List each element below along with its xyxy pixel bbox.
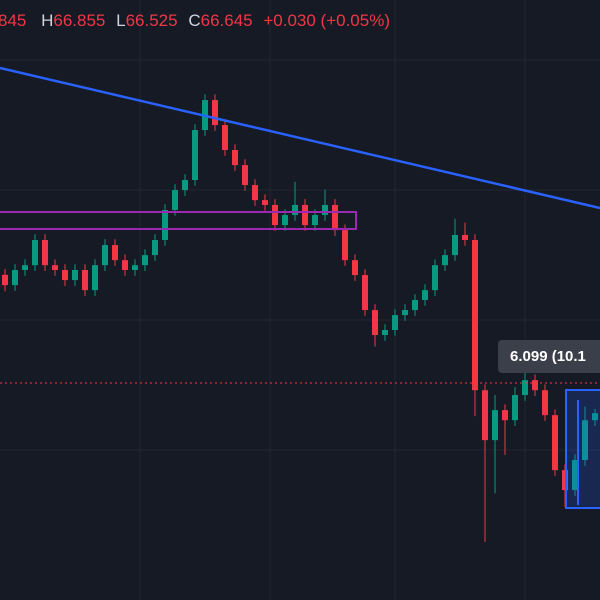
candle-body <box>462 234 468 240</box>
candle-body <box>472 240 478 391</box>
candle-body <box>442 255 448 266</box>
close-label: C <box>188 11 200 30</box>
candle-body <box>212 100 218 126</box>
candle-body <box>92 265 98 291</box>
candle-body <box>482 390 488 441</box>
measure-label: 6.099 (10.1 <box>510 348 586 365</box>
close-value: 66.645 <box>201 11 253 30</box>
candle-body <box>242 165 248 186</box>
measure-label-box <box>498 340 600 373</box>
candle-body <box>62 270 68 281</box>
low-label: L <box>116 11 125 30</box>
candle-body <box>102 245 108 266</box>
candle-body <box>172 190 178 210</box>
candle-body <box>112 245 118 261</box>
candle-body <box>222 125 228 150</box>
candle-body <box>422 290 428 300</box>
candle-body <box>512 395 518 421</box>
candle-body <box>372 310 378 336</box>
candle-body <box>362 275 368 311</box>
candle-body <box>12 270 18 286</box>
candle-body <box>142 255 148 266</box>
candle-body <box>522 380 528 396</box>
candle-body <box>232 150 238 166</box>
high-value: 66.855 <box>53 11 105 30</box>
candle-body <box>402 310 408 316</box>
change-value: +0.030 (+0.05%) <box>263 11 390 30</box>
candle-body <box>532 380 538 391</box>
candle-body <box>72 270 78 281</box>
candle-body <box>352 260 358 276</box>
candle-body <box>22 265 28 270</box>
open-value: 845 <box>0 11 26 30</box>
candle-body <box>292 204 298 216</box>
candle-body <box>162 210 168 240</box>
candle-body <box>592 413 598 421</box>
candle-body <box>262 200 268 205</box>
candle-body <box>332 204 338 231</box>
candle-body <box>492 410 498 441</box>
candle-body <box>182 180 188 191</box>
candle-body <box>132 265 138 270</box>
candle-body <box>192 130 198 180</box>
candle-body <box>282 215 288 226</box>
candle-body <box>502 410 508 421</box>
candle-body <box>542 390 548 416</box>
candle-body <box>32 240 38 266</box>
candle-body <box>302 204 308 226</box>
high-label: H <box>41 11 53 30</box>
candle-body <box>412 300 418 311</box>
candle-body <box>452 234 458 256</box>
candle-body <box>122 260 128 270</box>
candle-body <box>312 215 318 226</box>
candle-body <box>152 240 158 256</box>
candle-body <box>322 204 328 216</box>
candle-body <box>272 204 278 226</box>
candle-body <box>82 270 88 291</box>
candle-body <box>342 230 348 261</box>
candle-body <box>2 274 8 286</box>
low-value: 66.525 <box>126 11 178 30</box>
candle-body <box>252 185 258 201</box>
candle-body <box>432 265 438 291</box>
candle-body <box>382 330 388 336</box>
candle-body <box>582 420 588 461</box>
candle-body <box>552 415 558 471</box>
zone-rectangle <box>0 211 357 230</box>
candle-body <box>572 460 578 491</box>
trend-line <box>0 66 600 210</box>
candle-body <box>42 240 48 266</box>
ohlc-header: 845 H66.855 L66.525 C66.645 +0.030 (+0.0… <box>0 11 390 30</box>
measure-box <box>565 389 600 509</box>
candle-body <box>392 315 398 330</box>
candle-body <box>52 265 58 270</box>
